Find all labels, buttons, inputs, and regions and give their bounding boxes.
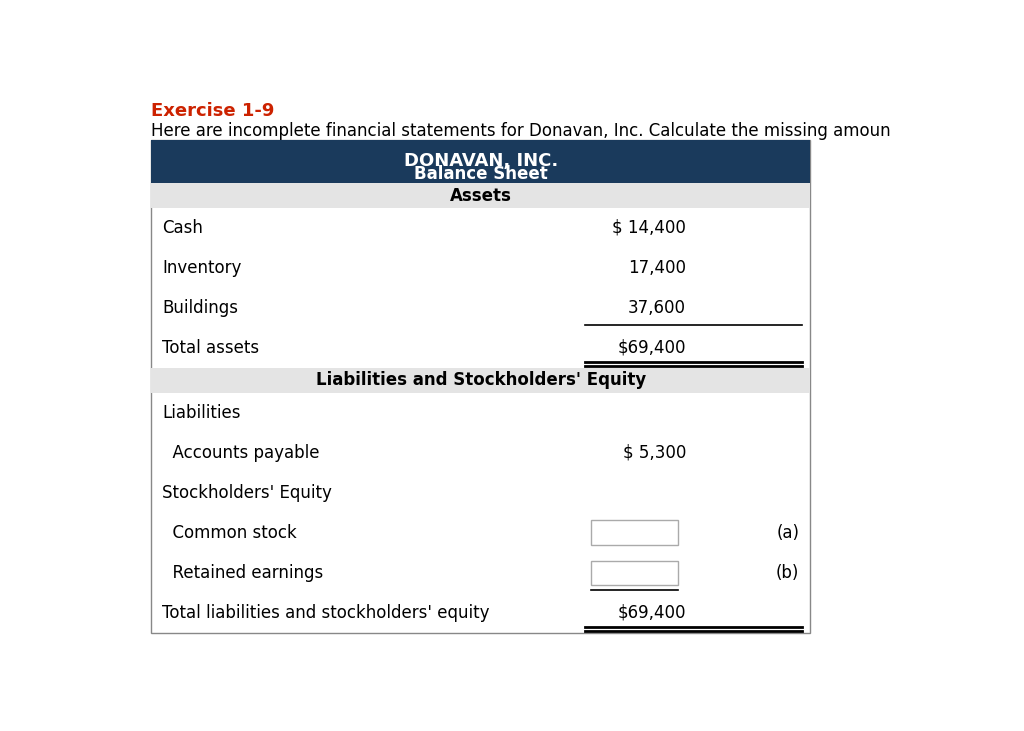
Text: Stockholders' Equity: Stockholders' Equity xyxy=(162,484,332,501)
Bar xyxy=(592,520,678,545)
Text: $69,400: $69,400 xyxy=(617,339,686,357)
Bar xyxy=(592,561,678,585)
Text: Retained earnings: Retained earnings xyxy=(162,564,324,582)
Text: Cash: Cash xyxy=(162,219,203,237)
Text: Assets: Assets xyxy=(450,186,512,205)
Text: Accounts payable: Accounts payable xyxy=(162,444,319,462)
Text: Liabilities: Liabilities xyxy=(162,404,241,422)
Text: 17,400: 17,400 xyxy=(628,259,686,277)
Bar xyxy=(152,368,810,393)
Bar xyxy=(152,140,810,633)
Text: $ 5,300: $ 5,300 xyxy=(623,444,686,462)
Text: Buildings: Buildings xyxy=(162,299,239,317)
Text: Balance Sheet: Balance Sheet xyxy=(414,165,548,183)
Text: DONAVAN, INC.: DONAVAN, INC. xyxy=(403,152,558,170)
Text: $69,400: $69,400 xyxy=(617,604,686,622)
Text: (b): (b) xyxy=(776,564,799,582)
Text: (a): (a) xyxy=(776,524,799,542)
Bar xyxy=(152,183,810,208)
Text: Common stock: Common stock xyxy=(162,524,297,542)
Text: Inventory: Inventory xyxy=(162,259,242,277)
Text: Exercise 1-9: Exercise 1-9 xyxy=(152,102,274,120)
Text: Total assets: Total assets xyxy=(162,339,259,357)
Bar xyxy=(152,140,810,183)
Text: Liabilities and Stockholders' Equity: Liabilities and Stockholders' Equity xyxy=(315,371,646,390)
Text: Total liabilities and stockholders' equity: Total liabilities and stockholders' equi… xyxy=(162,604,489,622)
Text: $ 14,400: $ 14,400 xyxy=(612,219,686,237)
Text: 37,600: 37,600 xyxy=(628,299,686,317)
Text: Here are incomplete financial statements for Donavan, Inc. Calculate the missing: Here are incomplete financial statements… xyxy=(152,121,891,140)
